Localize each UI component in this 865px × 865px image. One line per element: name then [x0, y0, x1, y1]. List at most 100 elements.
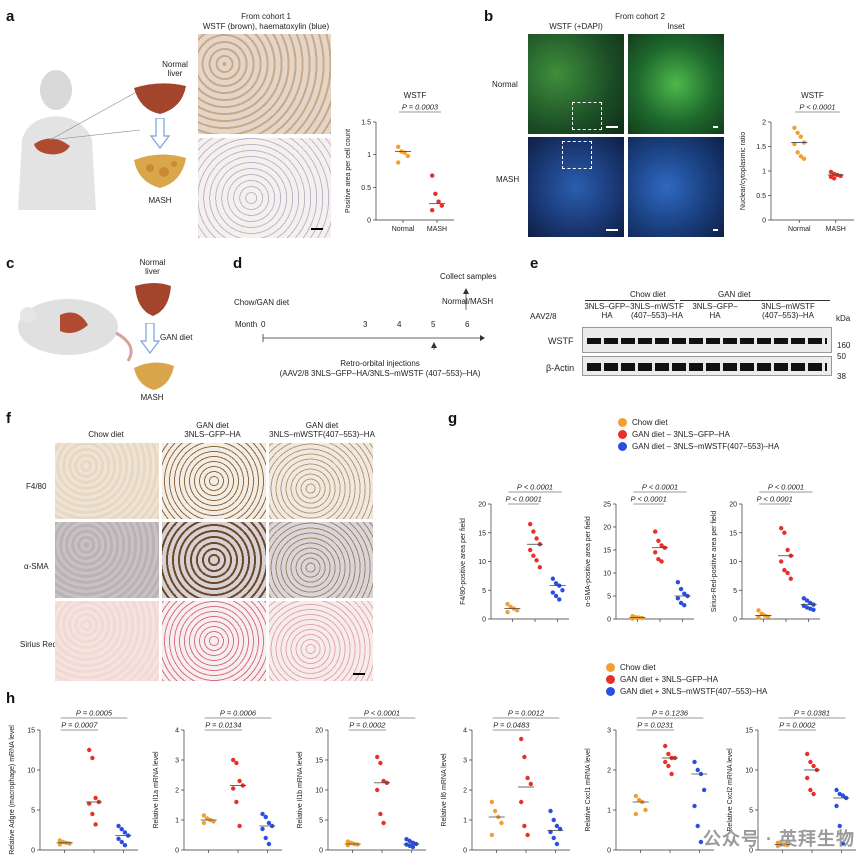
data-point — [122, 843, 128, 848]
y-tick-label: 1 — [762, 169, 766, 176]
bracket-chow — [585, 300, 675, 301]
data-point — [260, 811, 265, 817]
x-tick-label: Normal — [392, 226, 415, 233]
mw-38: 38 — [837, 372, 846, 381]
y-axis-label: Relative Cxcl2 mRNA level — [727, 748, 734, 832]
data-point — [93, 822, 98, 827]
collect-samples-label: Collect samples — [440, 272, 497, 281]
chart-h-adgre: 0 5 10 15 Relative Adgre (macrophage) mRNA l… — [9, 709, 138, 855]
normal-liver-label-a: Normal liver — [162, 60, 188, 79]
data-point — [840, 841, 846, 846]
data-point — [211, 819, 216, 824]
data-point — [410, 844, 416, 850]
data-point — [407, 838, 412, 844]
y-tick-label: 20 — [478, 502, 486, 509]
data-point — [838, 173, 843, 179]
pval-label: P = 0.0134 — [205, 721, 241, 730]
legend-g-gfp: GAN diet – 3NLS–GFP–HA — [632, 430, 730, 439]
normal-mash-label: Normal/MASH — [442, 297, 494, 306]
data-point — [834, 803, 839, 809]
data-point — [525, 775, 530, 781]
y-axis-label: Relative Il1a mRNA level — [153, 751, 160, 828]
group-1-label: 3NLS–GFP– HA — [584, 302, 630, 321]
tick-5: 5 — [431, 320, 436, 329]
data-point — [656, 538, 661, 543]
data-point — [779, 559, 784, 564]
scale-bar — [353, 673, 365, 675]
y-tick-label: 15 — [729, 530, 737, 537]
pval-label: P = 0.0007 — [61, 721, 98, 730]
pval-label: P < 0.0001 — [768, 483, 804, 492]
if-image-normal — [528, 34, 624, 134]
data-point — [756, 608, 761, 613]
chart-h-cxcl1: 0 1 2 3 Relative Cxcl1 mRNA level P = 0.0231 P… — [585, 709, 714, 855]
data-point — [779, 525, 784, 531]
data-point — [551, 835, 556, 841]
gan-diet-label-c: GAN diet — [160, 333, 193, 342]
pval-label: P = 0.0012 — [508, 709, 545, 718]
y-tick-label: 5 — [31, 808, 35, 815]
data-point — [237, 823, 242, 829]
panel-letter-g: g — [448, 410, 458, 427]
data-point — [381, 820, 386, 826]
data-point — [554, 823, 560, 829]
data-point — [57, 842, 63, 847]
x-tick-label: MASH — [826, 226, 846, 233]
chart-b-wstf: WSTF 0 0.5 1 1.5 2 Nuclear/cytoplasmic ratio No… — [740, 91, 854, 233]
data-point — [234, 799, 239, 805]
y-tick-label: 1.5 — [361, 120, 371, 127]
data-point — [666, 763, 671, 769]
data-point — [237, 778, 242, 784]
row-label-normal: Normal — [492, 80, 518, 89]
data-point — [557, 597, 562, 602]
y-tick-label: 3 — [607, 728, 611, 735]
data-point — [659, 543, 664, 548]
y-tick-label: 20 — [603, 525, 611, 532]
pval-label: P < 0.0001 — [757, 495, 793, 504]
vectors-label: (AAV2/8 3NLS–GFP–HA/3NLS–mWSTF (407–553)… — [279, 369, 481, 378]
data-point — [528, 781, 533, 787]
data-point — [378, 760, 383, 766]
pval-label: P = 0.0002 — [349, 721, 386, 730]
data-point — [551, 817, 556, 823]
data-point — [782, 567, 787, 573]
data-point — [263, 835, 268, 841]
pval-label: P < 0.0001 — [364, 709, 400, 718]
col-label-inset: Inset — [667, 22, 685, 31]
data-point — [801, 156, 807, 161]
panel-letter-d: d — [233, 255, 243, 272]
data-point — [528, 547, 533, 553]
legend-h-mwstf: GAN diet + 3NLS–mWSTF(407–553)–HA — [620, 687, 768, 696]
data-point — [701, 787, 707, 793]
pval-label: P = 0.1236 — [652, 709, 689, 718]
f-row-f480: F4/80 — [26, 482, 47, 491]
data-point — [805, 751, 810, 757]
panel-letter-b: b — [484, 8, 494, 25]
y-tick-label: 20 — [729, 502, 737, 509]
legend-dot-chow — [606, 663, 615, 672]
y-axis-label: Nuclear/cytoplasmic ratio — [740, 132, 747, 210]
data-point — [201, 813, 207, 818]
y-tick-label: 5 — [319, 818, 323, 825]
data-point — [122, 830, 128, 835]
chart-title: WSTF — [801, 91, 824, 100]
data-point — [692, 759, 697, 765]
y-axis-label: Relative Il1b mRNA level — [297, 751, 304, 828]
y-tick-label: 4 — [175, 728, 179, 735]
legend-g: Chow diet GAN diet – 3NLS–GFP–HA GAN die… — [618, 418, 779, 454]
data-point — [433, 191, 438, 197]
f-col-chow: Chow diet — [88, 430, 124, 439]
y-tick-label: 0 — [749, 848, 753, 855]
data-point — [93, 795, 98, 801]
f-img-sirius-gfp — [162, 601, 266, 681]
blot-wstf-bands — [587, 338, 827, 344]
x-tick-label: Normal — [788, 226, 811, 233]
mouse-illustration — [18, 299, 133, 362]
y-tick-label: 3 — [463, 758, 467, 765]
data-point — [656, 557, 661, 562]
data-point — [375, 754, 380, 760]
scale-bar — [713, 229, 718, 231]
data-point — [405, 153, 410, 159]
data-point — [266, 841, 272, 847]
data-point — [266, 820, 272, 826]
